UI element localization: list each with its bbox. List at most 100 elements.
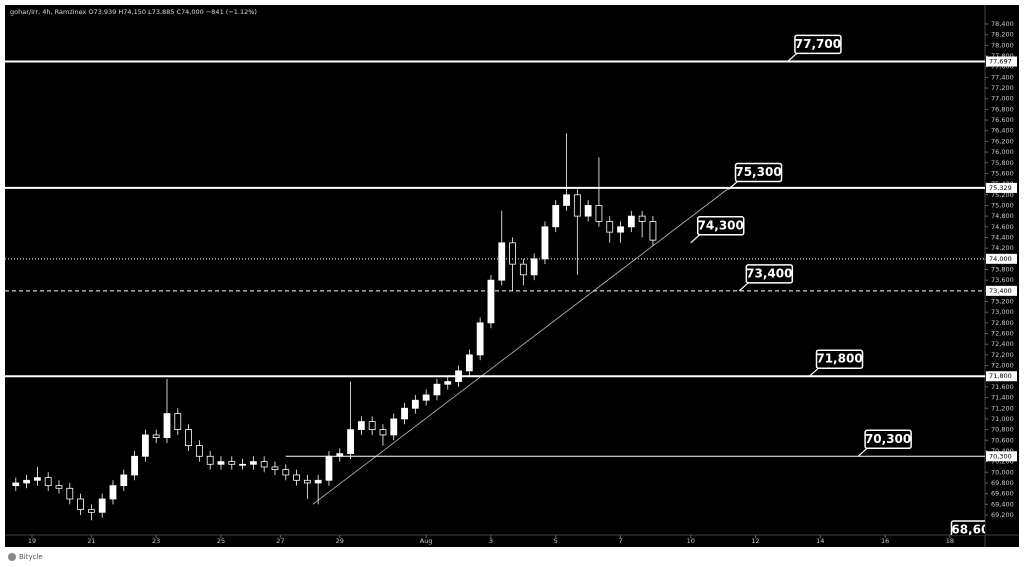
candle-body: [163, 413, 171, 439]
x-tick-label: 10: [687, 537, 695, 545]
y-tick-label: 77,600: [991, 63, 1014, 71]
candle-body: [293, 474, 300, 481]
candle-body: [649, 221, 657, 241]
callout-box: [734, 162, 783, 183]
candle-body: [465, 354, 473, 372]
y-tick-label: 74,600: [991, 223, 1014, 231]
callout-label: 74,300: [698, 218, 744, 232]
y-tick-label: 72,800: [991, 319, 1014, 327]
candle-body: [120, 474, 128, 487]
axis-tag-label: 71,800: [989, 372, 1012, 380]
x-tick-label: 27: [276, 537, 284, 545]
y-tick-label: 76,600: [991, 116, 1014, 124]
y-tick-label: 78,200: [991, 31, 1014, 39]
y-tick-label: 73,600: [991, 276, 1014, 284]
x-tick-label: 21: [87, 537, 95, 545]
y-tick-label: 69,200: [991, 511, 1014, 519]
x-tick-label: 19: [28, 537, 36, 545]
candle-body: [314, 479, 322, 484]
candle-body: [617, 226, 624, 233]
candle-body: [33, 477, 41, 481]
x-tick-label: 18: [946, 537, 954, 545]
axis-tag: [986, 253, 1017, 264]
callout-box: [696, 216, 745, 236]
callout-box: [745, 264, 794, 284]
candle-body: [433, 383, 441, 396]
candle-body: [519, 263, 527, 276]
y-tick-label: 76,400: [991, 127, 1014, 135]
y-tick-label: 70,000: [991, 468, 1014, 476]
x-tick-label: 12: [751, 537, 759, 545]
candle-body: [152, 434, 160, 439]
candle-body: [44, 477, 52, 487]
candle-body: [12, 482, 20, 487]
y-tick-label: 73,000: [991, 308, 1014, 316]
callout-label: 71,800: [816, 352, 862, 366]
y-tick-label: 75,600: [991, 169, 1014, 177]
axis-tag: [986, 451, 1017, 462]
axis-tag: [986, 371, 1017, 382]
candle-body: [563, 194, 570, 206]
y-tick-label: 77,800: [991, 52, 1014, 60]
callout-label: 75,300: [735, 165, 781, 179]
candle-body: [541, 226, 549, 260]
callout-box: [794, 34, 842, 55]
candle-body: [260, 461, 268, 468]
x-tick-label: 16: [881, 537, 889, 545]
candle-body: [411, 399, 419, 409]
candle-body: [55, 485, 63, 489]
y-tick-label: 76,000: [991, 148, 1014, 156]
y-tick-label: 69,400: [991, 500, 1014, 508]
candle-body: [87, 509, 95, 513]
candle-body: [77, 498, 84, 511]
candle-body: [206, 455, 214, 465]
candle-body: [498, 242, 506, 281]
y-tick-label: 77,200: [991, 84, 1014, 92]
y-tick-label: 71,600: [991, 383, 1014, 391]
candle-body: [303, 479, 311, 484]
candle-body: [390, 418, 398, 436]
y-tick-label: 69,800: [991, 479, 1014, 487]
y-tick-label: 77,400: [991, 73, 1014, 81]
y-tick-label: 71,400: [991, 394, 1014, 402]
candle-body: [422, 394, 430, 401]
y-tick-label: 72,600: [991, 330, 1014, 338]
y-tick-label: 69,600: [991, 490, 1014, 498]
candle-body: [552, 205, 560, 228]
y-tick-label: 71,200: [991, 404, 1014, 412]
axis-tag-label: 74,000: [989, 255, 1012, 263]
axis-tag-label: 75,329: [989, 184, 1012, 192]
y-tick-label: 73,200: [991, 298, 1014, 306]
candle-body: [98, 498, 106, 513]
axis-tag-label: 70,300: [989, 452, 1012, 460]
y-tick-label: 70,800: [991, 426, 1014, 434]
y-tick-label: 78,400: [991, 20, 1014, 28]
candle-body: [217, 461, 225, 465]
x-tick-label: 25: [217, 537, 225, 545]
callout-box: [864, 429, 912, 450]
x-tick-label: 23: [152, 537, 160, 545]
candle-body: [282, 469, 290, 476]
candle-body: [357, 421, 365, 430]
callout-label: 77,700: [795, 37, 841, 51]
y-tick-label: 75,800: [991, 159, 1014, 167]
y-tick-label: 76,200: [991, 137, 1014, 145]
y-tick-label: 71,000: [991, 415, 1014, 423]
callout-box: [815, 349, 864, 369]
x-tick-label: Aug: [420, 537, 433, 545]
axis-tag-label: 77,697: [989, 58, 1012, 66]
axis-tag-label: 73,400: [989, 287, 1012, 295]
y-tick-label: 78,000: [991, 41, 1014, 49]
candle-body: [606, 221, 614, 233]
axis-tag: [986, 285, 1017, 296]
y-tick-label: 72,000: [991, 362, 1014, 370]
candle-body: [444, 381, 452, 385]
y-tick-label: 75,000: [991, 201, 1014, 209]
candle-body: [530, 258, 538, 276]
candle-body: [23, 479, 30, 484]
y-tick-label: 72,200: [991, 351, 1014, 359]
watermark: Bitycle: [19, 553, 43, 561]
candle-body: [228, 461, 236, 465]
